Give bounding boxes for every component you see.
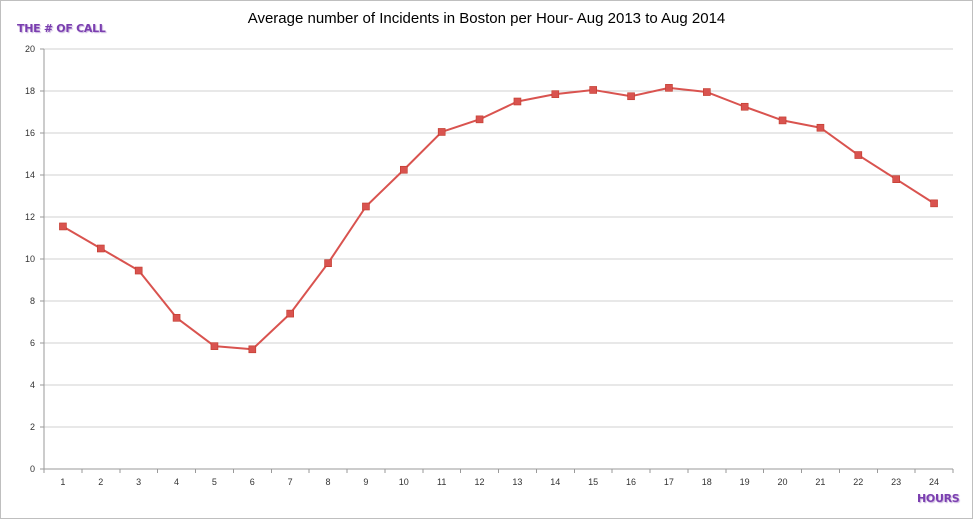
y-axis-label: THE # OF CALL <box>17 22 106 35</box>
y-tick-labels: 0 2 4 6 8 10 12 14 16 18 20 <box>25 44 35 474</box>
data-point-hour-6 <box>248 345 257 354</box>
data-point-hour-23 <box>892 175 900 183</box>
y-tick-label-10: 10 <box>25 254 35 264</box>
data-point-hour-1 <box>59 222 67 231</box>
x-tick-label-1: 1 <box>60 477 65 487</box>
x-tick-label-18: 18 <box>702 477 712 487</box>
data-point-hour-15 <box>589 86 597 94</box>
data-point-hour-11 <box>437 128 446 136</box>
x-tick-label-14: 14 <box>550 477 560 487</box>
y-tick-label-8: 8 <box>30 296 35 306</box>
axes <box>40 48 954 473</box>
y-tick-label-18: 18 <box>25 86 35 96</box>
x-tick-labels: 1 2 3 4 5 6 7 8 9 10 11 12 13 14 15 16 17 18 19 20 21 22 23 24 <box>60 477 939 487</box>
x-tick-label-16: 16 <box>626 477 636 487</box>
x-tick-label-24: 24 <box>929 477 939 487</box>
x-tick-label-4: 4 <box>174 477 179 487</box>
y-tick-label-20: 20 <box>25 44 35 54</box>
x-tick-label-10: 10 <box>399 477 409 487</box>
gridlines <box>44 48 953 428</box>
x-tick-label-2: 2 <box>98 477 103 487</box>
x-tick-label-23: 23 <box>891 477 901 487</box>
data-point-hour-13 <box>513 97 522 106</box>
x-tick-label-3: 3 <box>136 477 141 487</box>
x-tick-label-19: 19 <box>740 477 750 487</box>
x-tick-label-11: 11 <box>437 477 446 487</box>
x-tick-label-6: 6 <box>250 477 255 487</box>
data-point-hour-9 <box>362 202 370 211</box>
x-tick-label-9: 9 <box>363 477 368 487</box>
x-tick-label-17: 17 <box>664 477 674 487</box>
data-point-hour-18 <box>703 88 711 96</box>
x-tick-label-22: 22 <box>853 477 863 487</box>
y-tick-label-14: 14 <box>25 170 35 180</box>
data-point-hour-12 <box>475 115 484 124</box>
data-point-hour-20 <box>778 116 787 125</box>
y-tick-label-6: 6 <box>30 338 35 348</box>
y-tick-label-12: 12 <box>25 212 35 222</box>
data-point-hour-8 <box>324 259 332 268</box>
x-tick-label-5: 5 <box>212 477 217 487</box>
x-tick-label-20: 20 <box>778 477 788 487</box>
data-point-hour-7 <box>286 309 294 318</box>
x-tick-label-7: 7 <box>288 477 293 487</box>
data-point-hour-21 <box>816 123 825 132</box>
x-tick-label-12: 12 <box>475 477 485 487</box>
x-tick-label-8: 8 <box>326 477 331 487</box>
data-point-hour-17 <box>665 84 673 92</box>
y-tick-label-4: 4 <box>30 380 35 390</box>
y-tick-label-16: 16 <box>25 128 35 138</box>
data-point-hour-2 <box>97 244 105 253</box>
data-point-hour-4 <box>172 313 181 322</box>
x-tick-label-21: 21 <box>815 477 825 487</box>
data-point-hour-3 <box>134 266 143 275</box>
data-point-hour-24 <box>930 199 938 208</box>
data-point-hour-14 <box>551 90 560 98</box>
data-point-hour-5 <box>210 342 219 350</box>
x-tick-label-15: 15 <box>588 477 598 487</box>
data-point-hour-22 <box>854 151 863 159</box>
data-point-hour-10 <box>400 165 408 174</box>
data-point-hour-16 <box>627 92 635 101</box>
x-tick-label-13: 13 <box>512 477 522 487</box>
y-tick-label-2: 2 <box>30 422 35 432</box>
y-tick-label-0: 0 <box>30 464 35 474</box>
x-axis-label: HOURS <box>917 492 960 505</box>
series-hourly-incidents <box>59 84 938 354</box>
chart-title: Average number of Incidents in Boston pe… <box>247 10 726 27</box>
series-line <box>62 86 935 351</box>
data-point-hour-19 <box>740 102 749 111</box>
